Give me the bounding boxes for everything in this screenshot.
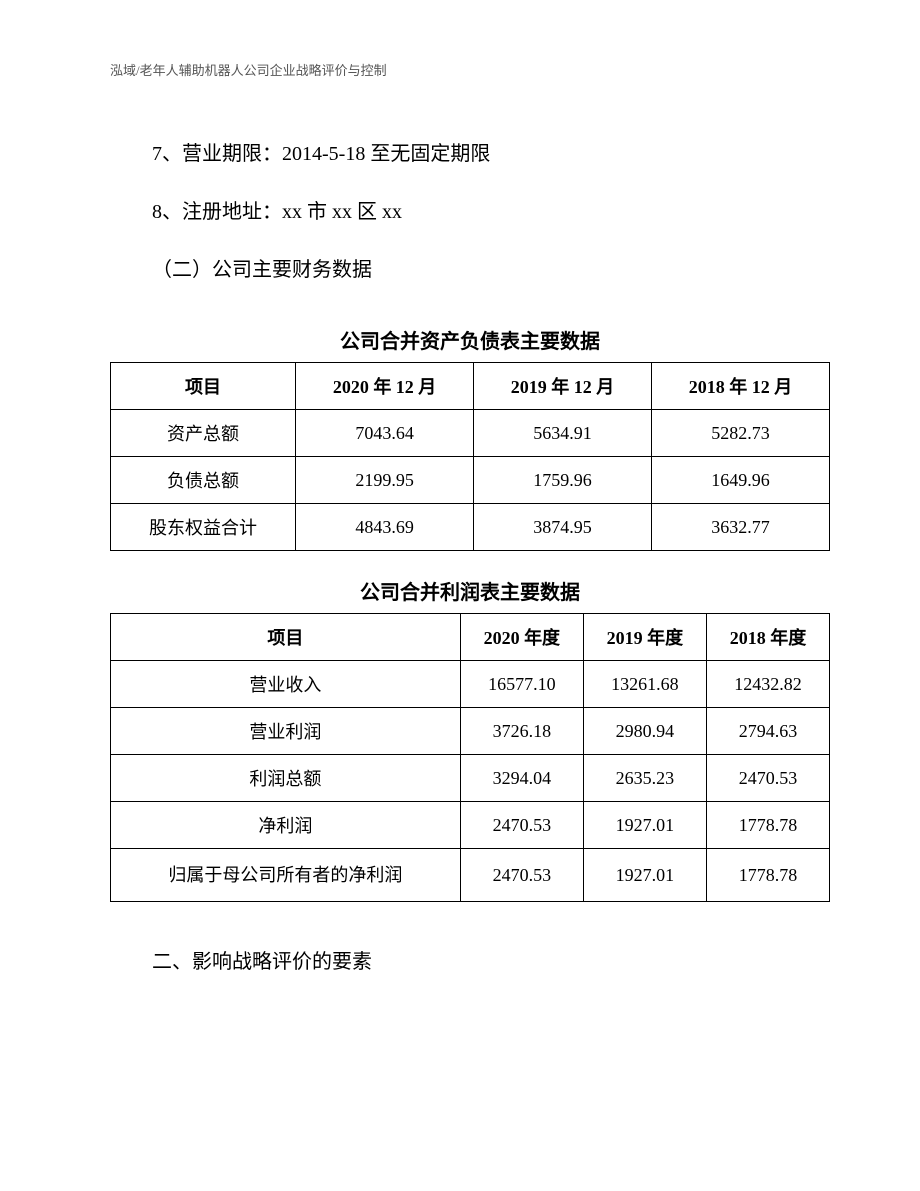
- table-row: 营业收入 16577.10 13261.68 12432.82: [111, 661, 830, 708]
- cell-label: 营业收入: [111, 661, 461, 708]
- cell-value: 3726.18: [460, 708, 583, 755]
- table-row: 净利润 2470.53 1927.01 1778.78: [111, 802, 830, 849]
- cell-value: 5282.73: [652, 410, 830, 457]
- table1-col-0: 项目: [111, 363, 296, 410]
- cell-value: 3874.95: [474, 504, 652, 551]
- table-row: 股东权益合计 4843.69 3874.95 3632.77: [111, 504, 830, 551]
- section-2-heading: 二、影响战略评价的要素: [110, 937, 830, 987]
- cell-value: 1649.96: [652, 457, 830, 504]
- cell-value: 2470.53: [460, 849, 583, 902]
- table1-title: 公司合并资产负债表主要数据: [110, 325, 830, 354]
- balance-sheet-table: 项目 2020 年 12 月 2019 年 12 月 2018 年 12 月 资…: [110, 362, 830, 551]
- income-statement-table: 项目 2020 年度 2019 年度 2018 年度 营业收入 16577.10…: [110, 613, 830, 902]
- table1-col-1: 2020 年 12 月: [296, 363, 474, 410]
- table-header-row: 项目 2020 年 12 月 2019 年 12 月 2018 年 12 月: [111, 363, 830, 410]
- cell-value: 2470.53: [460, 802, 583, 849]
- cell-value: 2635.23: [583, 755, 706, 802]
- cell-value: 3632.77: [652, 504, 830, 551]
- cell-value: 1759.96: [474, 457, 652, 504]
- cell-value: 1778.78: [706, 849, 829, 902]
- cell-value: 13261.68: [583, 661, 706, 708]
- table-row: 负债总额 2199.95 1759.96 1649.96: [111, 457, 830, 504]
- cell-value: 5634.91: [474, 410, 652, 457]
- cell-label: 净利润: [111, 802, 461, 849]
- cell-value: 4843.69: [296, 504, 474, 551]
- cell-label: 股东权益合计: [111, 504, 296, 551]
- cell-value: 1778.78: [706, 802, 829, 849]
- cell-value: 7043.64: [296, 410, 474, 457]
- table2-title: 公司合并利润表主要数据: [110, 576, 830, 605]
- cell-value: 2794.63: [706, 708, 829, 755]
- table-row: 营业利润 3726.18 2980.94 2794.63: [111, 708, 830, 755]
- cell-label: 归属于母公司所有者的净利润: [111, 849, 461, 902]
- cell-value: 2199.95: [296, 457, 474, 504]
- cell-label: 负债总额: [111, 457, 296, 504]
- cell-value: 2980.94: [583, 708, 706, 755]
- cell-label: 资产总额: [111, 410, 296, 457]
- table-header-row: 项目 2020 年度 2019 年度 2018 年度: [111, 614, 830, 661]
- cell-value: 2470.53: [706, 755, 829, 802]
- table-row: 归属于母公司所有者的净利润 2470.53 1927.01 1778.78: [111, 849, 830, 902]
- cell-label: 利润总额: [111, 755, 461, 802]
- cell-value: 16577.10: [460, 661, 583, 708]
- table2-col-0: 项目: [111, 614, 461, 661]
- table2-col-2: 2019 年度: [583, 614, 706, 661]
- table-row: 利润总额 3294.04 2635.23 2470.53: [111, 755, 830, 802]
- cell-value: 12432.82: [706, 661, 829, 708]
- line-8-registered-address: 8、注册地址：xx 市 xx 区 xx: [110, 187, 830, 237]
- cell-value: 1927.01: [583, 849, 706, 902]
- line-7-business-term: 7、营业期限：2014-5-18 至无固定期限: [110, 129, 830, 179]
- table1-col-2: 2019 年 12 月: [474, 363, 652, 410]
- table1-col-3: 2018 年 12 月: [652, 363, 830, 410]
- cell-value: 3294.04: [460, 755, 583, 802]
- cell-label: 营业利润: [111, 708, 461, 755]
- table-row: 资产总额 7043.64 5634.91 5282.73: [111, 410, 830, 457]
- document-header: 泓域/老年人辅助机器人公司企业战略评价与控制: [110, 60, 830, 79]
- cell-value: 1927.01: [583, 802, 706, 849]
- table2-col-1: 2020 年度: [460, 614, 583, 661]
- table2-col-3: 2018 年度: [706, 614, 829, 661]
- subsection-2-title: （二）公司主要财务数据: [110, 245, 830, 295]
